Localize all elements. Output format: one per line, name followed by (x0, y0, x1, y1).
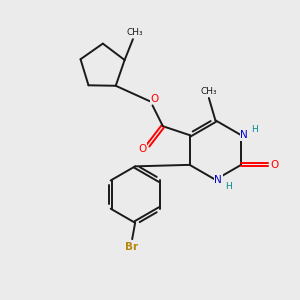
Text: N: N (214, 175, 222, 185)
Text: H: H (225, 182, 232, 191)
Text: N: N (240, 130, 248, 140)
Text: Br: Br (125, 242, 138, 252)
Text: H: H (251, 125, 258, 134)
Text: O: O (139, 143, 147, 154)
Text: O: O (270, 160, 278, 170)
Text: CH₃: CH₃ (200, 87, 217, 96)
Text: CH₃: CH₃ (126, 28, 143, 37)
Text: O: O (151, 94, 159, 104)
